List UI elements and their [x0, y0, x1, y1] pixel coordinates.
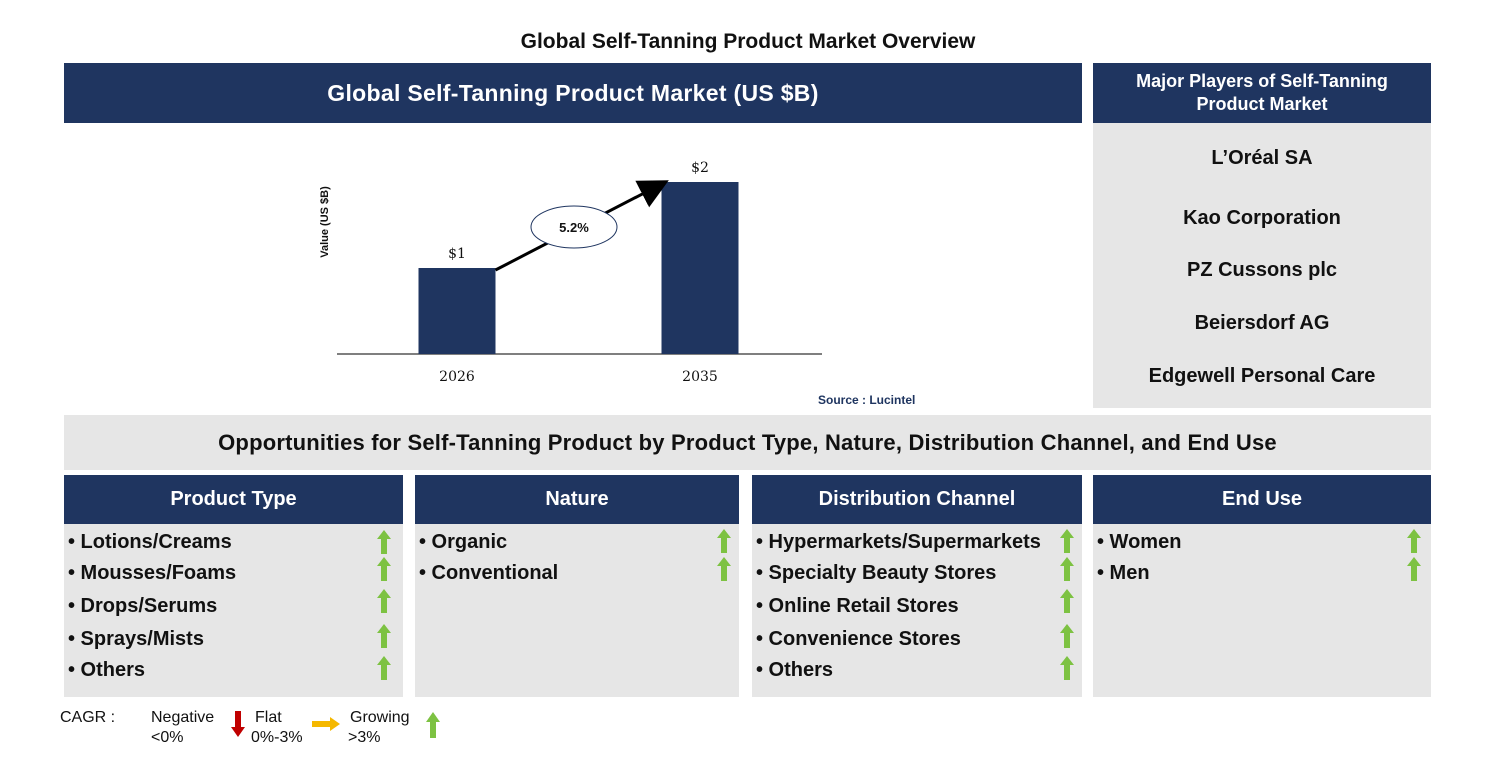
growing-arrow-icon — [717, 529, 731, 553]
data-label-2026: $1 — [448, 246, 466, 262]
legend-negative-label: Negative — [151, 709, 215, 726]
list-item: • Conventional — [419, 562, 559, 584]
growing-arrow-icon — [377, 557, 391, 581]
list-item: • Men — [1097, 562, 1150, 584]
legend-growing-range: >3% — [348, 729, 381, 746]
list-item: • Others — [68, 659, 146, 681]
segment-body-distribution-channel: • Hypermarkets/Supermarkets • Specialty … — [752, 524, 1082, 697]
player-item: PZ Cussons plc — [1186, 259, 1338, 281]
segment-header-product-type: Product Type — [64, 475, 403, 524]
growing-arrow-icon — [377, 656, 391, 680]
growing-arrow-icon — [717, 557, 731, 581]
bar-2026 — [418, 268, 496, 354]
bar-2035 — [661, 182, 739, 354]
segment-header-distribution-channel: Distribution Channel — [752, 475, 1082, 524]
list-item: • Others — [756, 659, 834, 681]
data-label-2035: $2 — [691, 160, 709, 176]
x-tick-label-2035: 2035 — [682, 369, 718, 385]
source-note: Source : Lucintel — [818, 393, 916, 407]
growing-arrow-icon — [1407, 557, 1421, 581]
player-item: L’Oréal SA — [1211, 147, 1313, 169]
segment-body-product-type: • Lotions/Creams • Mousses/Foams • Drops… — [64, 524, 403, 697]
x-tick-label-2026: 2026 — [439, 369, 475, 385]
list-item: • Online Retail Stores — [756, 595, 959, 617]
list-item: • Convenience Stores — [756, 628, 961, 650]
opportunities-banner: Opportunities for Self-Tanning Product b… — [64, 415, 1431, 470]
growing-arrow-icon — [1407, 529, 1421, 553]
list-item: • Women — [1097, 531, 1182, 553]
list-item: • Drops/Serums — [68, 595, 218, 617]
player-item: Beiersdorf AG — [1194, 312, 1330, 334]
legend-growing-label: Growing — [350, 709, 410, 726]
players-header: Major Players of Self-Tanning Product Ma… — [1093, 63, 1431, 123]
growing-arrow-icon — [377, 530, 391, 554]
growing-arrow-icon — [1060, 624, 1074, 648]
segment-body-nature: • Organic • Conventional — [415, 524, 739, 697]
growing-arrow-icon — [1060, 557, 1074, 581]
players-list: L’Oréal SA Kao Corporation PZ Cussons pl… — [1093, 123, 1431, 408]
cagr-ellipse — [530, 205, 618, 249]
segment-header-end-use: End Use — [1093, 475, 1431, 524]
y-axis-label: Value (US $B) — [319, 186, 331, 258]
legend-flat-range: 0%-3% — [251, 729, 303, 746]
cagr-legend: CAGR : Negative <0% Flat 0%-3% Growing >… — [60, 708, 480, 753]
legend-flat-label: Flat — [255, 709, 282, 726]
cagr-label: 5.2% — [559, 220, 589, 235]
player-item: Kao Corporation — [1183, 207, 1341, 229]
legend-label: CAGR : — [60, 709, 116, 726]
growing-arrow-icon — [1060, 656, 1074, 680]
list-item: • Sprays/Mists — [68, 628, 204, 650]
growing-arrow-icon — [426, 712, 440, 738]
growing-arrow-icon — [377, 589, 391, 613]
negative-arrow-icon — [231, 711, 245, 737]
list-item: • Organic — [419, 531, 508, 553]
growing-arrow-icon — [377, 624, 391, 648]
segment-header-nature: Nature — [415, 475, 739, 524]
flat-arrow-icon — [312, 717, 340, 731]
chart-header: Global Self-Tanning Product Market (US $… — [64, 63, 1082, 123]
list-item: • Hypermarkets/Supermarkets — [756, 531, 1041, 553]
player-item: Edgewell Personal Care — [1148, 365, 1376, 387]
list-item: • Lotions/Creams — [68, 531, 232, 553]
legend-negative-range: <0% — [151, 729, 184, 746]
growing-arrow-icon — [1060, 589, 1074, 613]
segment-body-end-use: • Women • Men — [1093, 524, 1431, 697]
market-bar-chart: Value (US $B) $1 $2 2026 2035 5.2% — [319, 160, 822, 385]
list-item: • Mousses/Foams — [68, 562, 237, 584]
growing-arrow-icon — [1060, 529, 1074, 553]
list-item: • Specialty Beauty Stores — [756, 562, 997, 584]
page-title: Global Self-Tanning Product Market Overv… — [520, 30, 976, 53]
